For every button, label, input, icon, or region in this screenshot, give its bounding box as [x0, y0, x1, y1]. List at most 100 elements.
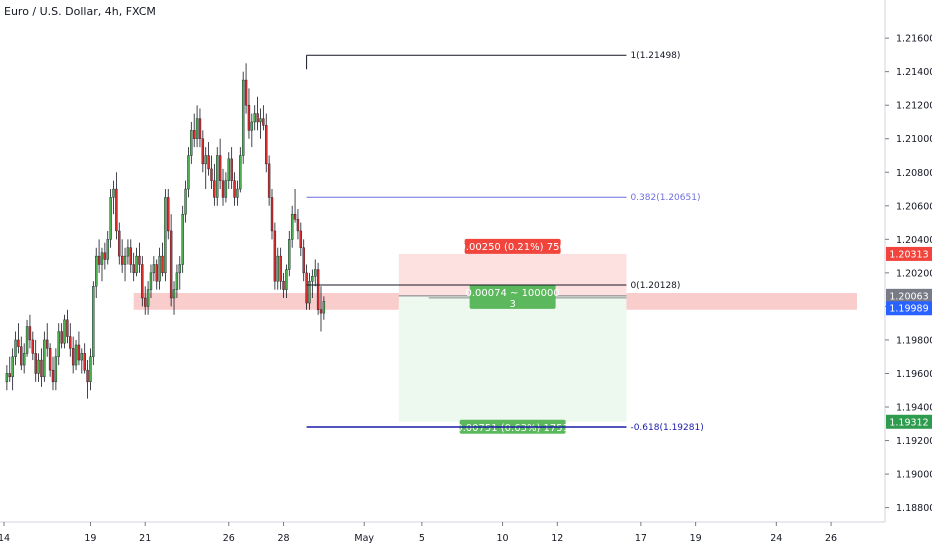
price-tick-label: 1.21400 — [896, 67, 932, 78]
candle-body — [25, 326, 29, 354]
symbol-title: Euro / U.S. Dollar, 4h, FXCM — [4, 5, 156, 18]
candle-body — [184, 188, 187, 215]
candle-body — [247, 104, 251, 131]
candle-body — [259, 118, 262, 123]
candle-body — [144, 297, 147, 307]
candle-body — [319, 309, 323, 314]
candle-body — [109, 197, 112, 240]
candle-body — [293, 213, 297, 220]
candle-body — [89, 356, 92, 383]
candle-body — [262, 118, 265, 126]
candle-body — [181, 213, 184, 265]
candle-body — [198, 118, 202, 139]
time-tick-label: 5 — [419, 533, 425, 544]
price-tick-label: 1.20400 — [896, 235, 932, 246]
candle-body — [66, 319, 69, 337]
candle-body — [282, 281, 285, 290]
candle-body — [302, 247, 305, 274]
candle-body — [190, 130, 193, 156]
price-tick-label: 1.19600 — [896, 369, 932, 380]
candle-body — [290, 213, 294, 240]
price-badge-label: 1.19312 — [889, 417, 928, 428]
candle-body — [158, 255, 161, 282]
price-tick-label: 1.19200 — [896, 436, 932, 447]
candle-body — [120, 255, 124, 265]
candle-body — [34, 353, 37, 374]
time-tick-label: 26 — [223, 533, 235, 544]
fibonacci-layer[interactable]: 1(1.21498) 0.382(1.20651) 0(1.20128) -0.618… — [306, 51, 704, 433]
fib-level-label: 1(1.21498) — [630, 51, 680, 61]
candle-body — [227, 158, 230, 181]
price-badge-label: 1.20063 — [889, 291, 928, 302]
price-tick-label: 1.21600 — [896, 34, 932, 45]
candle-body — [178, 264, 181, 274]
stop-label-text: 0.00250 (0.21%) 750 — [459, 242, 565, 253]
time-axis[interactable]: 14 19 21 26 28 May 5 10 12 17 19 24 26 — [0, 521, 885, 544]
candle-body — [276, 255, 279, 282]
candle-body — [221, 180, 225, 198]
price-badge-label: 1.19989 — [889, 304, 928, 315]
price-badge — [886, 246, 932, 261]
candle-body — [77, 344, 81, 361]
candle-body — [201, 138, 205, 165]
price-badge — [886, 301, 932, 316]
candle-body — [296, 219, 300, 232]
candle-body — [83, 353, 86, 371]
candle-body — [11, 356, 14, 378]
time-tick-label: 28 — [277, 533, 289, 544]
candle-body — [138, 255, 141, 265]
candle-body — [311, 276, 314, 282]
price-badge — [886, 414, 932, 429]
candle-body — [51, 369, 55, 383]
price-tick-label: 1.19000 — [896, 470, 932, 481]
candle-body — [100, 252, 104, 265]
candle-body — [37, 359, 40, 374]
fib-level-label: 0(1.20128) — [630, 281, 680, 291]
candle-body — [253, 113, 256, 123]
candle-body — [169, 230, 173, 299]
time-tick-label: 19 — [84, 533, 96, 544]
candle-body — [149, 272, 153, 290]
candle-body — [118, 230, 121, 257]
position-label-bg — [469, 284, 556, 309]
candle-body — [305, 272, 308, 304]
price-axis[interactable]: 1.21600 1.21400 1.21200 1.21000 1.20800 1.206… — [884, 0, 932, 522]
candle-body — [218, 155, 222, 181]
time-tick-label: 17 — [635, 533, 647, 544]
candle-body — [172, 289, 176, 299]
candle-body — [48, 348, 52, 371]
price-tick-label: 1.19400 — [896, 403, 932, 414]
candle-body — [155, 264, 158, 282]
candle-body — [95, 255, 98, 287]
candle-body — [63, 319, 66, 344]
candle-body — [141, 264, 144, 299]
fib-level-label: -0.618(1.19281) — [630, 423, 703, 433]
candle-body — [20, 346, 23, 366]
target-area — [398, 295, 627, 422]
candle-body — [46, 339, 49, 349]
price-tick-label: 1.19800 — [896, 335, 932, 346]
candle-body — [308, 281, 311, 304]
candle-body — [314, 269, 317, 277]
price-badge — [886, 288, 932, 303]
candle-body — [230, 158, 233, 181]
time-tick-label: 10 — [496, 533, 508, 544]
candle-body — [164, 197, 167, 274]
candle-body — [146, 289, 150, 307]
time-tick-label: 24 — [770, 533, 782, 544]
candle-body — [103, 252, 107, 260]
candle-body — [299, 230, 303, 248]
candle-body — [279, 255, 282, 282]
price-tick-label: 1.20200 — [896, 268, 932, 279]
candle-body — [5, 373, 9, 383]
candle-body — [285, 269, 288, 290]
candle-body — [71, 348, 75, 366]
price-tick-label: 1.21200 — [896, 101, 932, 112]
candle-body — [86, 369, 89, 383]
candle-body — [152, 264, 156, 274]
candle-body — [17, 339, 20, 347]
time-tick-label: 12 — [551, 533, 563, 544]
